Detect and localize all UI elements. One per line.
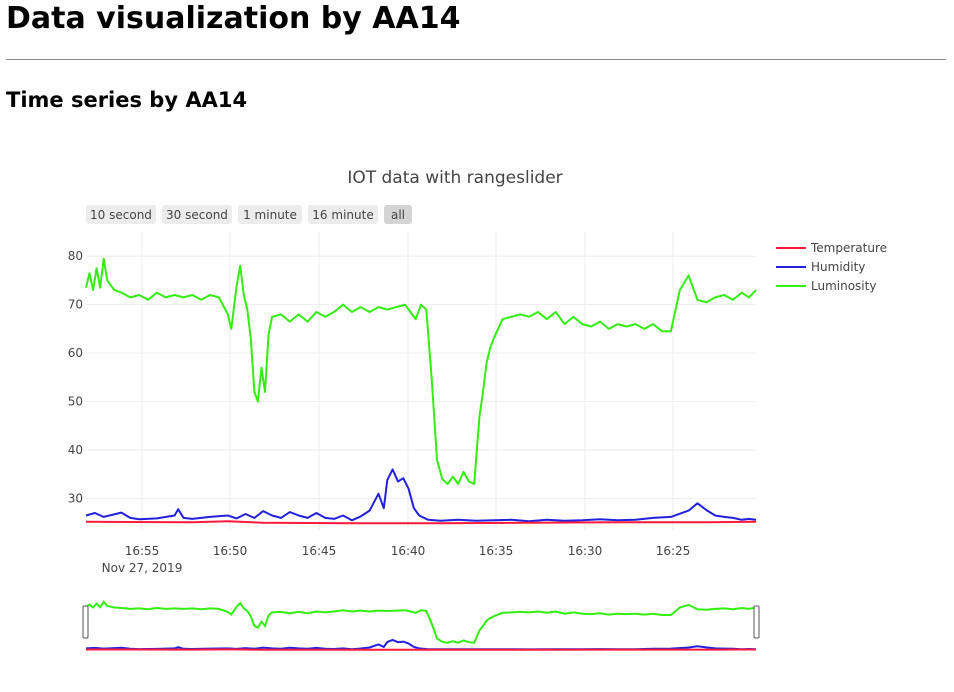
y-tick-label: 80 [68, 249, 83, 263]
range-button-30-second[interactable]: 30 second [162, 205, 232, 224]
range-button-all[interactable]: all [384, 205, 412, 224]
range-button-1-minute[interactable]: 1 minute [238, 205, 302, 224]
y-tick-label: 30 [68, 492, 83, 506]
range-button-bg [384, 205, 412, 224]
legend[interactable]: Temperature Humidity Luminosity [776, 241, 887, 293]
slider-line-luminosity [85, 600, 757, 644]
legend-item-luminosity[interactable]: Luminosity [776, 279, 876, 293]
y-tick-label: 70 [68, 298, 83, 312]
legend-item-temperature[interactable]: Temperature [776, 241, 887, 255]
chart-title: IOT data with rangeslider [347, 168, 562, 188]
range-button-10-second[interactable]: 10 second [86, 205, 156, 224]
chart-grid [86, 232, 756, 530]
x-tick-label: 16:35 [479, 544, 514, 558]
range-button-bg [238, 205, 302, 224]
range-slider-preview [85, 600, 757, 651]
x-tick-label: 16:25 [656, 544, 691, 558]
y-tick-label: 50 [68, 395, 83, 409]
range-button-label: 16 minute [312, 208, 373, 222]
range-button-label: 30 second [166, 208, 228, 222]
range-slider-background [85, 596, 757, 653]
legend-item-humidity[interactable]: Humidity [776, 260, 865, 274]
series-line-humidity[interactable] [85, 468, 757, 523]
section-title: Time series by AA14 [6, 88, 248, 112]
legend-label: Luminosity [811, 279, 876, 293]
y-tick-label: 60 [68, 346, 83, 360]
y-axis-ticks: 30 40 50 60 70 80 [68, 249, 83, 505]
range-slider-right-handle[interactable] [753, 605, 760, 639]
range-button-bg [86, 205, 156, 224]
range-button-label: all [391, 208, 405, 222]
range-slider[interactable] [82, 596, 760, 653]
x-tick-label: 16:30 [568, 544, 603, 558]
range-selector: 10 second 30 second 1 minute 16 minute all [86, 205, 412, 224]
title-divider [6, 59, 946, 60]
x-axis-ticks: 16:55 16:50 16:45 16:40 16:35 16:30 16:25 [125, 544, 691, 558]
range-button-bg [308, 205, 378, 224]
x-tick-label: 16:50 [213, 544, 248, 558]
range-button-label: 1 minute [243, 208, 297, 222]
x-tick-label: 16:45 [302, 544, 337, 558]
page-title: Data visualization by AA14 [6, 1, 461, 36]
x-tick-label: 16:40 [391, 544, 426, 558]
series-line-temperature[interactable] [85, 520, 757, 525]
legend-label: Humidity [811, 260, 865, 274]
legend-label: Temperature [810, 241, 887, 255]
series-line-luminosity[interactable] [85, 257, 757, 485]
range-slider-left-handle[interactable] [82, 605, 89, 639]
plot-area[interactable] [85, 257, 757, 525]
x-tick-label: 16:55 [125, 544, 160, 558]
range-button-bg [162, 205, 232, 224]
range-button-16-minute[interactable]: 16 minute [308, 205, 378, 224]
y-tick-label: 40 [68, 443, 83, 457]
time-series-chart[interactable]: IOT data with rangeslider 10 second 30 se… [0, 150, 954, 692]
range-button-label: 10 second [90, 208, 152, 222]
x-axis-date-label: Nov 27, 2019 [102, 561, 183, 575]
